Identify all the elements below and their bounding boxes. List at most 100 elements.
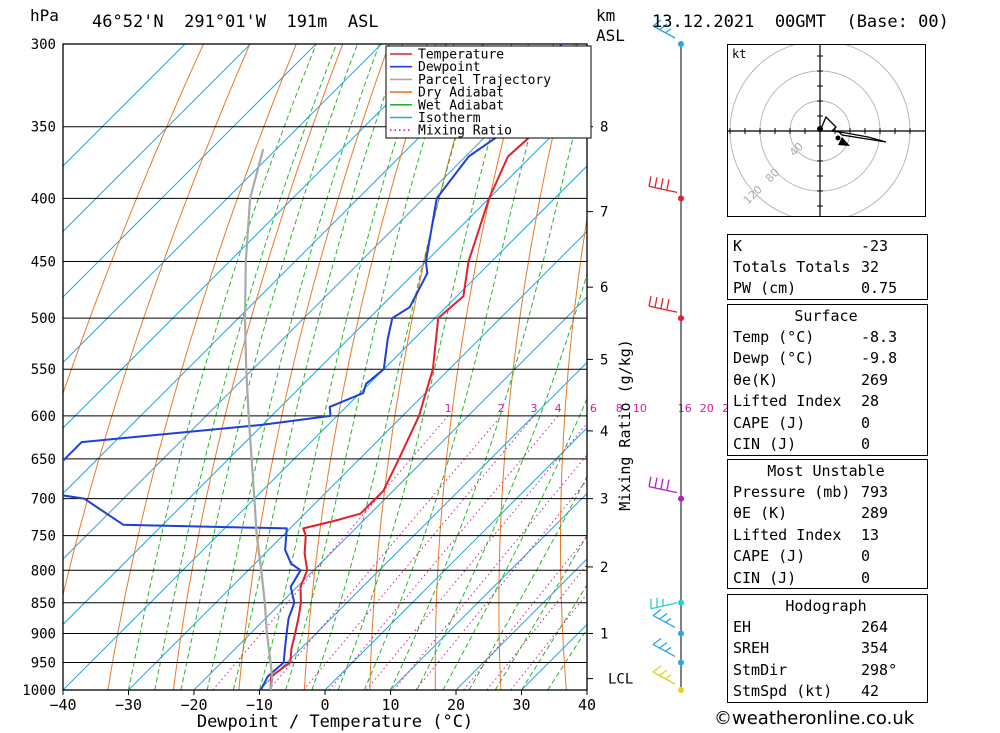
mixing-ratio-tick-label: 6 [590, 402, 597, 415]
height-tick-label: 7 [600, 205, 608, 221]
indices-panel: K -23 Totals Totals 32 PW (cm) 0.75 [727, 234, 928, 301]
surface-label: CIN (J) [733, 435, 797, 454]
dry-adiabat-line [238, 44, 390, 690]
wet-adiabat-line [128, 44, 317, 690]
pressure-tick-label: 900 [31, 626, 56, 642]
pressure-tick-label: 800 [31, 563, 56, 579]
pressure-tick-label: 850 [31, 596, 56, 612]
wind-barb-feathers [652, 637, 676, 658]
pressure-tick-label: 300 [31, 37, 56, 53]
surface-label: θe(K) [733, 370, 779, 389]
hodograph-unit: kt [732, 47, 746, 61]
most-unstable-panel: Most Unstable Pressure (mb) 793 θE (K) 289… [727, 459, 928, 590]
location-title: 46°52'N 291°01'W 191m ASL [92, 12, 379, 32]
dry-adiabat-line [943, 44, 1000, 690]
height-tick-label: 5 [600, 352, 608, 368]
most-unstable-value: 0 [861, 547, 871, 566]
hodograph-stats-panel: Hodograph EH 264 SREH 354 StmDir 298° StmSp… [727, 594, 928, 703]
hodograph: kt 40 80 120 [727, 40, 926, 222]
legend-box [385, 45, 592, 139]
height-tick-label: 8 [600, 120, 608, 136]
most-unstable-row: CAPE (J) 0 [728, 546, 927, 567]
most-unstable-value: 13 [861, 525, 880, 544]
mixing-ratio-line [393, 454, 587, 690]
mixing-ratio-tick-label: 20 [700, 402, 714, 415]
mixing-ratio-tick-label: 8 [616, 402, 623, 415]
mixing-ratio-line [486, 563, 587, 690]
wind-barb-feathers [650, 597, 678, 610]
hodograph-stats-title: Hodograph [785, 596, 867, 615]
wet-adiabat-line [259, 44, 428, 690]
most-unstable-label: CAPE (J) [733, 547, 806, 566]
x-tick-label: 0 [320, 696, 329, 714]
surface-row: CAPE (J) 0 [728, 412, 927, 433]
asl-unit-label: ASL [596, 26, 625, 45]
most-unstable-row: CIN (J) 0 [728, 567, 927, 588]
index-label: Totals Totals [733, 258, 851, 277]
wind-barb [648, 476, 678, 494]
surface-label: Dewp (°C) [733, 349, 815, 368]
surface-label: Lifted Index [733, 392, 842, 411]
pressure-tick-label: 700 [31, 492, 56, 508]
surface-value: -9.8 [861, 349, 898, 368]
hodograph-storm-dot [835, 135, 841, 141]
pressure-tick-label: 350 [31, 120, 56, 136]
surface-row: Dewp (°C) -9.8 [728, 348, 927, 369]
surface-row: CIN (J) 0 [728, 433, 927, 454]
isotherm-line [63, 44, 317, 298]
surface-row: Lifted Index 28 [728, 391, 927, 412]
wet-adiabat-line [180, 44, 358, 690]
wind-level-dot [678, 599, 684, 606]
mixing-ratio-line [303, 415, 535, 690]
pressure-tick-label: 550 [31, 362, 56, 378]
mixing-ratio-tick-label: 2 [498, 402, 505, 415]
most-unstable-value: 793 [861, 483, 889, 502]
most-unstable-title: Most Unstable [767, 461, 885, 480]
mixing-ratio-tick-label: 16 [678, 402, 692, 415]
dry-adiabat-line [560, 215, 587, 690]
wind-level-dot [678, 659, 684, 666]
hodograph-stats-value: 298° [861, 660, 898, 679]
surface-title: Surface [794, 306, 858, 325]
copyright-link[interactable]: ©weatheronline.co.uk [714, 708, 915, 729]
legend-item-label: Dewpoint [418, 60, 481, 75]
index-value: -23 [861, 236, 889, 255]
surface-value: 0 [861, 413, 871, 432]
wet-adiabat-line [363, 44, 555, 690]
isotherm-line [63, 44, 579, 560]
height-tick-label: 2 [600, 560, 608, 576]
height-tick-label: 4 [600, 424, 608, 440]
wind-level-dot [678, 41, 684, 47]
hodograph-stats-label: EH [733, 618, 752, 637]
legend-item-label: Temperature [418, 48, 504, 63]
isotherm-line [324, 427, 587, 690]
dry-adiabat-line [107, 44, 297, 690]
series-line-dewpoint [63, 44, 563, 690]
pressure-tick-label: 500 [31, 311, 56, 327]
dry-adiabat-line [992, 44, 1000, 690]
hodograph-stats-value: 42 [861, 682, 880, 701]
pressure-tick-label: 650 [31, 452, 56, 468]
dry-adiabat-line [498, 44, 576, 690]
hodograph-stats-row: StmSpd (kt) 42 [728, 681, 927, 702]
surface-label: Temp (°C) [733, 328, 815, 347]
most-unstable-row: θE (K) 289 [728, 503, 927, 524]
wet-adiabat-line [416, 272, 587, 690]
series-line-temperature [269, 55, 587, 690]
storm-motion-marker [838, 137, 850, 146]
wind-barb [652, 19, 676, 39]
isotherm-line [455, 558, 587, 690]
x-tick-label: 20 [447, 696, 465, 714]
wind-level-dot [678, 495, 684, 502]
plot-frame [62, 43, 588, 691]
km-unit-label: km [596, 6, 616, 25]
surface-value: 28 [861, 392, 880, 411]
mixing-ratio-tick-label: 10 [633, 402, 647, 415]
most-unstable-label: CIN (J) [733, 568, 797, 587]
x-axis-title: Dewpoint / Temperature (°C) [197, 712, 473, 732]
isotherm-line [63, 99, 587, 626]
hodograph-stats-value: 264 [861, 618, 889, 637]
wet-adiabat-line [442, 397, 587, 690]
